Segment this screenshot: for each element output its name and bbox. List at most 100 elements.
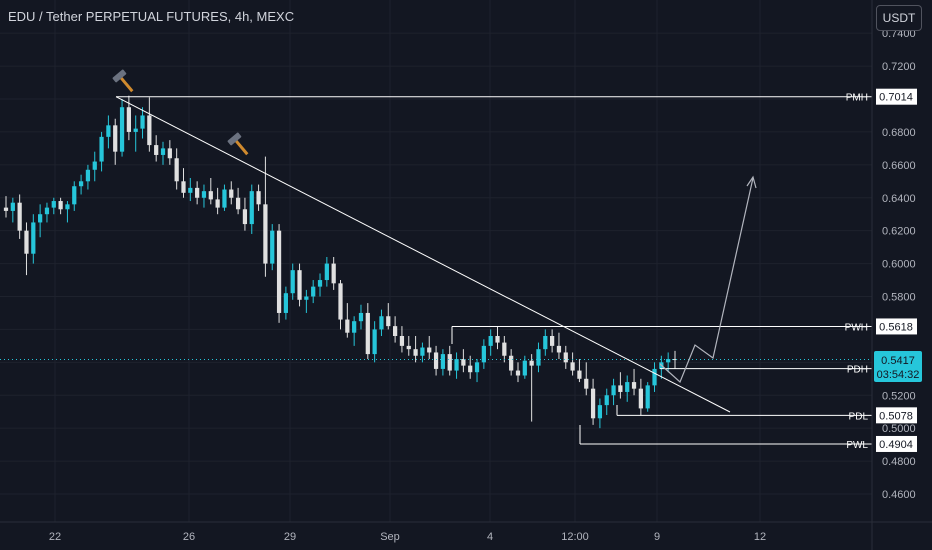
candle <box>454 352 459 379</box>
candle <box>352 316 357 346</box>
level-tag-pdh: PDH <box>847 365 868 376</box>
candle-body <box>474 362 480 373</box>
candle-body <box>304 296 309 300</box>
candle-body <box>631 382 637 389</box>
candle <box>317 273 323 297</box>
candle-body <box>154 145 159 155</box>
candle <box>99 131 104 172</box>
candle-body <box>413 349 418 356</box>
y-tick-label: 0.6800 <box>882 127 916 139</box>
candle-body <box>181 181 186 193</box>
candle <box>420 342 425 363</box>
candle <box>611 378 616 406</box>
candle-body <box>324 263 329 281</box>
candle <box>270 224 275 271</box>
hammer-handle <box>119 76 134 93</box>
candle-body <box>133 128 138 132</box>
candle <box>365 303 370 360</box>
candle-body <box>290 270 295 294</box>
candle <box>181 168 186 198</box>
candle-body <box>113 125 118 152</box>
candle <box>174 148 179 190</box>
candle <box>140 107 145 139</box>
candle <box>447 345 452 376</box>
candle <box>563 345 568 369</box>
candle-body <box>270 230 275 264</box>
candle <box>625 375 630 402</box>
candle-body <box>338 283 343 320</box>
candle <box>345 303 350 338</box>
candle-body <box>454 359 459 371</box>
candle-body <box>92 161 97 170</box>
candle-body <box>543 336 548 350</box>
candle-body <box>276 230 282 313</box>
candle-body <box>556 345 562 353</box>
candle-body <box>440 354 446 369</box>
currency-button[interactable]: USDT <box>876 5 922 31</box>
candle-body <box>44 207 50 215</box>
candle <box>242 197 248 231</box>
candle-body <box>140 115 145 129</box>
candle <box>481 339 486 369</box>
candle <box>638 378 643 415</box>
candle-body <box>509 355 514 371</box>
candle-body <box>51 201 56 208</box>
candle <box>570 352 575 376</box>
x-tick-label: 9 <box>654 531 660 543</box>
candle-body <box>358 312 364 322</box>
candle <box>379 309 384 336</box>
candle <box>338 280 343 330</box>
level-tag-pwl: PWL <box>846 440 868 451</box>
candle <box>65 201 70 223</box>
candle-body <box>406 345 411 350</box>
level-value-pwl: 0.4904 <box>879 439 913 451</box>
candle-body <box>488 336 493 346</box>
time-axis[interactable]: 22 26 29 Sep 4 12:00 9 12 <box>49 531 766 543</box>
candle <box>584 362 589 396</box>
candle-body <box>365 312 370 355</box>
candle <box>297 263 302 307</box>
x-tick-label: Sep <box>380 531 400 543</box>
candle-body <box>529 360 534 366</box>
x-tick-label: 22 <box>49 531 61 543</box>
candlestick-series <box>3 95 678 429</box>
candle <box>645 382 650 412</box>
candle <box>51 197 56 215</box>
y-tick-label: 0.5000 <box>882 423 916 435</box>
candle <box>618 372 623 399</box>
candle <box>229 181 234 205</box>
candle-body <box>577 370 582 379</box>
candle-body <box>481 345 486 363</box>
candle-body <box>597 405 603 419</box>
candle <box>311 280 316 304</box>
level-tag-pdl: PDL <box>849 411 869 422</box>
hammer-handle <box>234 139 249 156</box>
level-value-pmh: 0.7014 <box>879 92 913 104</box>
candle <box>488 329 493 356</box>
candle <box>358 304 364 330</box>
candle <box>222 184 227 211</box>
candle <box>17 194 22 239</box>
candle <box>201 184 207 208</box>
candle-body <box>550 336 555 346</box>
candle <box>577 359 582 383</box>
candle-body <box>249 191 254 225</box>
current-price-label: 0.5417 <box>881 355 915 367</box>
candle <box>24 222 29 276</box>
candle-body <box>167 148 172 159</box>
candle-body <box>24 230 29 254</box>
candle <box>3 196 9 218</box>
candle <box>154 135 159 162</box>
candle-body <box>386 316 391 327</box>
candle-body <box>317 280 323 287</box>
level-value-pwh: 0.5618 <box>879 321 913 333</box>
candle-body <box>215 199 220 208</box>
candle-body <box>570 362 575 371</box>
y-tick-label: 0.7200 <box>882 61 916 73</box>
candle <box>235 187 241 215</box>
candle <box>58 197 63 215</box>
candle-body <box>379 316 384 330</box>
candle-body <box>352 321 357 333</box>
